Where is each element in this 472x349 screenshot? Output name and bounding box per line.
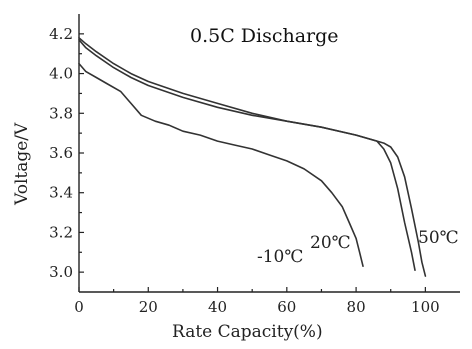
y-tick-label: 3.2	[49, 223, 73, 241]
y-axis-title: Voltage/V	[12, 122, 32, 206]
x-tick-label: 80	[347, 298, 366, 316]
series-label-2: 50℃	[418, 228, 459, 248]
series-line-2	[78, 37, 427, 277]
series-label-0: -10℃	[257, 247, 303, 267]
y-tick-label: 3.0	[49, 263, 73, 281]
series-line-0	[78, 62, 364, 267]
x-tick-label: 20	[139, 298, 158, 316]
series-label-1: 20℃	[310, 233, 351, 253]
x-tick-label: 100	[411, 298, 440, 316]
y-tick-label: 4.2	[49, 25, 73, 43]
x-axis-ticks: 0 20 40 60 80 100	[74, 287, 440, 316]
x-axis-title: Rate Capacity(%)	[172, 322, 323, 342]
x-tick-label: 40	[208, 298, 227, 316]
y-tick-label: 3.4	[49, 184, 73, 202]
y-axis-ticks: 3.0 3.2 3.4 3.6 3.8 4.0 4.2	[49, 25, 84, 281]
y-tick-label: 4.0	[49, 65, 73, 83]
series-lines	[78, 37, 427, 277]
series-labels: -10℃ 20℃ 50℃	[257, 228, 459, 267]
y-tick-label: 3.6	[49, 144, 73, 162]
x-tick-label: 0	[74, 298, 84, 316]
x-tick-label: 60	[277, 298, 296, 316]
chart-title: 0.5C Discharge	[190, 25, 339, 47]
y-tick-label: 3.8	[49, 104, 73, 122]
